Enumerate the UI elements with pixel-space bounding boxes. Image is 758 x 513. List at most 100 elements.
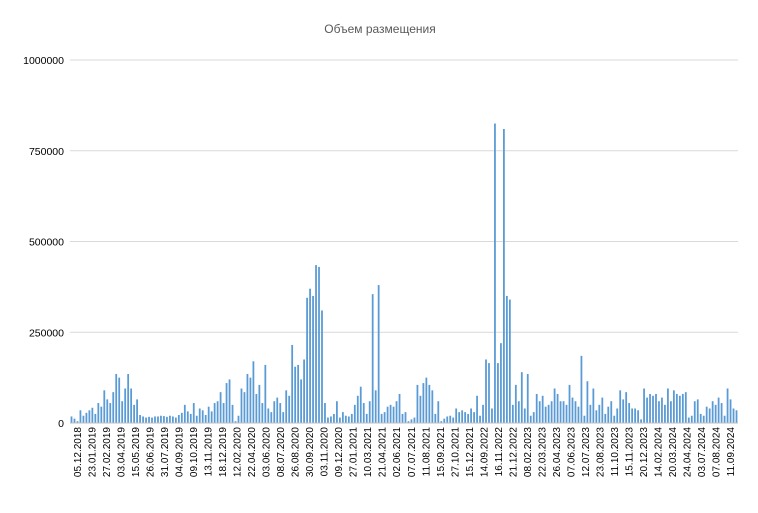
- bar: [422, 383, 425, 423]
- bar: [586, 381, 589, 423]
- bar: [389, 404, 392, 423]
- bar: [523, 408, 526, 423]
- x-tick-label: 03.11.2020: [320, 427, 331, 477]
- bar: [494, 123, 496, 423]
- bar: [461, 410, 464, 423]
- x-tick-label: 04.09.2019: [174, 427, 185, 477]
- bar: [154, 416, 156, 423]
- bar: [76, 421, 79, 423]
- x-tick-label: 27.10.2021: [450, 427, 461, 477]
- bar: [261, 403, 264, 423]
- bar: [729, 399, 732, 423]
- bar: [550, 401, 553, 423]
- bar: [169, 415, 171, 423]
- bar: [520, 372, 523, 423]
- bar: [344, 415, 347, 423]
- bar: [210, 411, 213, 423]
- bar: [386, 406, 389, 423]
- bar: [255, 393, 258, 423]
- bar: [88, 410, 91, 423]
- bar: [225, 383, 228, 423]
- bar: [127, 374, 130, 423]
- bar: [157, 416, 159, 423]
- bar: [467, 413, 470, 423]
- bar: [449, 415, 452, 423]
- x-tick-label: 22.04.2020: [247, 427, 258, 477]
- bar: [133, 404, 136, 423]
- bar: [464, 412, 467, 423]
- bar: [395, 401, 398, 423]
- bar: [687, 417, 690, 423]
- bar: [613, 415, 616, 423]
- x-tick-label: 15.05.2019: [131, 427, 142, 477]
- bar: [341, 412, 344, 423]
- bar: [419, 395, 422, 423]
- gridlines: [70, 59, 738, 333]
- bar: [514, 384, 517, 423]
- bar: [511, 404, 514, 423]
- bar: [410, 419, 413, 423]
- x-tick-label: 23.08.2023: [596, 427, 607, 477]
- bar: [571, 397, 574, 423]
- bar: [109, 403, 112, 423]
- bar: [347, 416, 350, 423]
- bar: [437, 401, 440, 423]
- bar: [640, 419, 642, 423]
- bar: [324, 403, 326, 423]
- bar: [192, 403, 195, 423]
- bar: [195, 415, 198, 423]
- x-tick-label: 16.11.2022: [494, 427, 505, 477]
- bar: [97, 403, 100, 423]
- bar: [279, 403, 282, 423]
- x-tick-label: 07.08.2024: [712, 427, 723, 477]
- chart-title: Объем размещения: [324, 22, 435, 36]
- x-tick-label: 14.09.2022: [479, 427, 490, 477]
- bar: [610, 401, 613, 423]
- bar: [306, 297, 308, 423]
- x-tick-label: 21.12.2022: [508, 427, 519, 477]
- bar: [413, 417, 416, 423]
- x-tick-label: 30.09.2020: [305, 427, 316, 477]
- bar: [428, 384, 431, 423]
- bar: [505, 295, 508, 423]
- bar: [258, 384, 261, 423]
- x-tick-label: 15.09.2021: [436, 427, 447, 477]
- bar: [655, 393, 657, 423]
- bar: [392, 406, 395, 423]
- bar: [207, 406, 210, 423]
- x-tick-label: 14.02.2024: [654, 427, 665, 477]
- bar: [309, 288, 311, 423]
- x-tick-label: 10.03.2021: [363, 427, 374, 477]
- bar: [237, 415, 240, 423]
- bar: [473, 412, 475, 423]
- bar: [121, 401, 124, 423]
- bar: [297, 364, 300, 423]
- bar: [723, 415, 726, 423]
- bar: [315, 265, 317, 423]
- bar: [321, 310, 323, 423]
- bar: [252, 361, 255, 423]
- bar: [699, 413, 702, 423]
- bar: [186, 411, 189, 423]
- bar: [652, 395, 654, 423]
- bar: [312, 295, 314, 423]
- bar: [282, 412, 285, 423]
- bar: [130, 388, 133, 423]
- y-axis-ticks: 0 250000 500000 750000 1000000: [23, 55, 64, 430]
- bar: [222, 403, 225, 423]
- x-tick-label: 11.09.2024: [726, 427, 737, 477]
- bar: [538, 401, 541, 423]
- x-axis-ticks: 05.12.2018 23.01.2019 27.02.2019 03.04.2019…: [73, 427, 737, 477]
- bar: [497, 363, 499, 423]
- bar: [452, 417, 455, 423]
- bar: [720, 403, 723, 423]
- bar: [476, 395, 478, 423]
- bar: [568, 384, 571, 423]
- bar: [73, 418, 76, 423]
- x-tick-label: 26.06.2019: [145, 427, 156, 477]
- x-tick-label: 11.08.2021: [421, 427, 432, 477]
- bar: [616, 408, 619, 423]
- bar: [589, 404, 592, 423]
- bar: [664, 404, 666, 423]
- bar: [485, 359, 487, 423]
